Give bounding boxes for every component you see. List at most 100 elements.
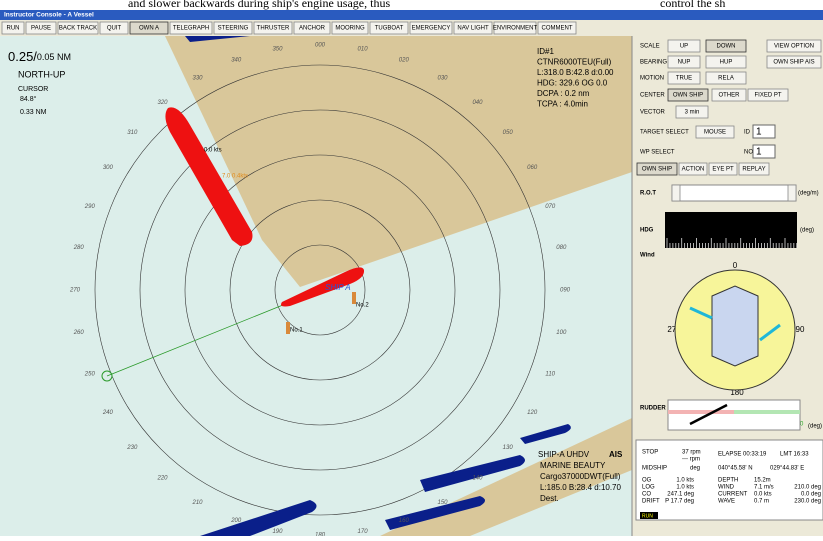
button[interactable] — [738, 162, 770, 176]
button[interactable] — [537, 21, 577, 35]
button-label: OWN SHIP — [673, 93, 703, 99]
button[interactable] — [25, 21, 57, 35]
button-label: NUP — [678, 60, 691, 66]
caption: and slower backwards during ship's engin… — [128, 0, 390, 10]
status: WAVE — [718, 499, 735, 505]
bearing-label: 140 — [472, 475, 483, 481]
bearing-label: 120 — [527, 410, 538, 416]
button[interactable] — [678, 162, 708, 176]
ship — [520, 424, 571, 444]
panel-label: SCALE — [640, 44, 660, 50]
target-ship — [165, 107, 253, 246]
button[interactable] — [493, 21, 537, 35]
range: 0.25/0.05 NM — [8, 49, 71, 64]
bearing-label: 170 — [358, 529, 369, 535]
cursor-range: 0.33 NM — [20, 109, 47, 116]
status-box — [635, 439, 823, 521]
button-label: UP — [680, 44, 688, 50]
button[interactable] — [253, 21, 293, 35]
bearing-label: 200 — [230, 518, 242, 524]
button-label: OWN SHIP — [642, 167, 672, 173]
status: CO — [642, 492, 651, 498]
panel-label: BEARING — [640, 60, 667, 66]
button[interactable] — [747, 88, 789, 102]
panel-label: ID — [744, 130, 751, 136]
bearing-label: 010 — [358, 46, 369, 52]
button[interactable] — [705, 55, 747, 69]
button-label: STEERING — [218, 26, 249, 32]
tug — [286, 322, 290, 334]
status: 0.0 deg — [801, 492, 821, 498]
button[interactable] — [129, 21, 169, 35]
land — [165, 36, 632, 287]
status: ELAPSE 00:33:19 — [718, 452, 767, 458]
own-ship-label: SHIP A — [325, 283, 351, 292]
status: LMT 16:33 — [780, 452, 809, 458]
status: 37 rpm — [682, 450, 701, 456]
button[interactable] — [369, 21, 409, 35]
panel-label: RUDDER — [640, 406, 666, 412]
bearing-label: 320 — [158, 100, 169, 106]
button-label: COMMENT — [542, 26, 573, 32]
button[interactable] — [667, 39, 701, 53]
compass-label: 270 — [667, 325, 681, 334]
status: LOG — [642, 485, 655, 491]
bearing-label: 060 — [527, 165, 538, 171]
button[interactable] — [331, 21, 369, 35]
button[interactable] — [667, 71, 701, 85]
button[interactable] — [409, 21, 453, 35]
button[interactable] — [99, 21, 129, 35]
button[interactable] — [169, 21, 213, 35]
ship — [385, 496, 485, 530]
button[interactable] — [293, 21, 331, 35]
button[interactable] — [667, 55, 701, 69]
bearing-label: 050 — [503, 130, 514, 136]
button[interactable] — [711, 88, 747, 102]
status: 1.0 kts — [676, 485, 694, 491]
rot-button[interactable] — [671, 184, 681, 202]
button[interactable] — [675, 105, 709, 119]
button-label: MOORING — [335, 26, 365, 32]
input[interactable] — [752, 144, 776, 159]
tug-label: No.1 — [290, 328, 303, 334]
ais-title: SHIP-A UHDV — [538, 450, 590, 459]
button[interactable] — [708, 162, 738, 176]
bearing-label: 270 — [69, 288, 81, 294]
button[interactable] — [766, 39, 822, 53]
bearing-label: 280 — [73, 245, 85, 251]
status: DEPTH — [718, 478, 738, 484]
ais-info: L:185.0 B:28.4 d:10.70 — [540, 483, 622, 492]
unit: (deg/m) — [798, 191, 819, 197]
button[interactable] — [695, 125, 735, 139]
button[interactable] — [213, 21, 253, 35]
cursor — [101, 370, 113, 382]
compass-label: 90 — [796, 325, 805, 334]
bearing-label: 080 — [556, 245, 567, 251]
ship-outline — [711, 285, 759, 367]
range-ring — [139, 109, 501, 471]
panel-label: MOTION — [640, 76, 664, 82]
panel-label: TARGET SELECT — [640, 130, 689, 136]
button-label: EYE PT — [712, 167, 734, 173]
button[interactable] — [667, 88, 709, 102]
button-label: THRUSTER — [257, 26, 290, 32]
input[interactable] — [752, 124, 776, 139]
status: 210.0 deg — [794, 485, 821, 491]
button-label: DOWN — [717, 44, 736, 50]
button[interactable] — [57, 21, 99, 35]
button[interactable] — [705, 71, 747, 85]
button-label: FIXED PT — [754, 93, 781, 99]
button-label: 3 min — [685, 110, 700, 116]
input-value: 1 — [756, 127, 762, 138]
rot-button[interactable] — [787, 184, 797, 202]
heading-scale — [665, 212, 797, 248]
button[interactable] — [1, 21, 25, 35]
button-label: OWN A — [139, 26, 159, 32]
button[interactable] — [453, 21, 493, 35]
unit: (deg) — [800, 228, 814, 234]
tug — [352, 292, 356, 304]
panel-label: WP SELECT — [640, 150, 675, 156]
button[interactable] — [705, 39, 747, 53]
button[interactable] — [766, 55, 822, 69]
button[interactable] — [636, 162, 678, 176]
